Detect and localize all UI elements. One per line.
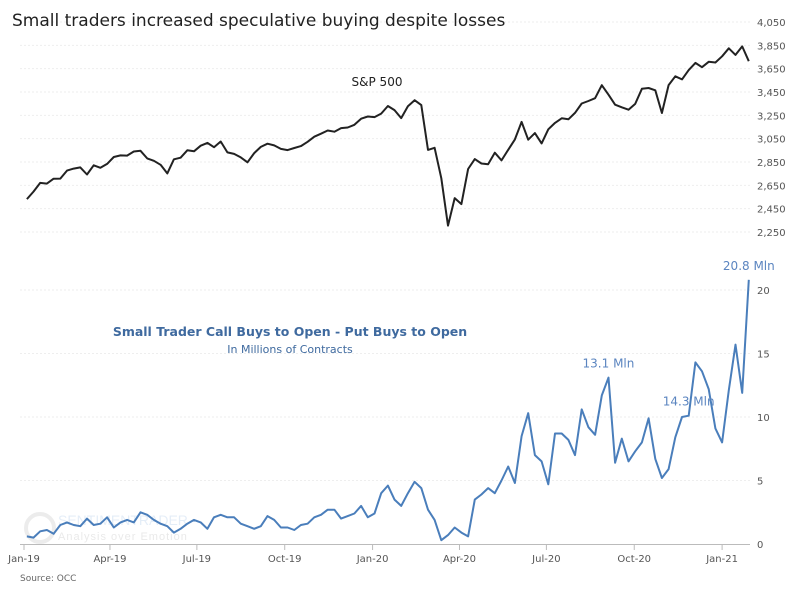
- y-tick-label: 5: [757, 477, 763, 488]
- watermark-logo: SENTIMENTRADER Analysis over Emotion: [24, 512, 188, 544]
- watermark-brand: SENTIMENTRADER: [58, 512, 188, 528]
- source-note: Source: OCC: [20, 574, 76, 584]
- y-tick-label: 3,650: [757, 65, 786, 76]
- y-tick-label: 0: [757, 540, 763, 551]
- peak-annotation: 13.1 Mln: [583, 357, 635, 371]
- x-tick-label: Apr-20: [443, 554, 476, 565]
- y-tick-label: 3,850: [757, 41, 786, 52]
- y-tick-label: 3,250: [757, 111, 786, 122]
- y-tick-label: 20: [757, 286, 770, 297]
- x-tick-label: Jan-21: [705, 554, 738, 565]
- sp500-label: S&P 500: [352, 75, 403, 89]
- x-tick-label: Jul-20: [531, 554, 560, 565]
- y-tick-label: 15: [757, 350, 770, 361]
- y-tick-label: 3,450: [757, 88, 786, 99]
- watermark-tagline: Analysis over Emotion: [58, 531, 188, 543]
- y-tick-label: 2,450: [757, 205, 786, 216]
- x-tick-label: Oct-20: [617, 554, 651, 565]
- y-tick-label: 3,050: [757, 135, 786, 146]
- y-tick-label: 10: [757, 413, 770, 424]
- lower-chart-subtitle: In Millions of Contracts: [227, 343, 353, 356]
- chart-title: Small traders increased speculative buyi…: [12, 11, 505, 31]
- x-tick-label: Jan-20: [356, 554, 389, 565]
- logo-icon: [24, 512, 56, 544]
- y-tick-label: 2,650: [757, 181, 786, 192]
- lower-chart-title: Small Trader Call Buys to Open - Put Buy…: [113, 324, 467, 339]
- sp500-line: [26, 45, 750, 227]
- x-tick-label: Oct-19: [268, 554, 302, 565]
- y-tick-label: 4,050: [757, 18, 786, 29]
- peak-annotation: 14.3 Mln: [663, 395, 715, 409]
- peak-annotation: 20.8 Mln: [723, 259, 775, 273]
- x-tick-label: Jan-19: [7, 554, 40, 565]
- call-put-spread-line: [26, 279, 750, 542]
- x-tick-label: Jul-19: [182, 554, 211, 565]
- y-tick-label: 2,250: [757, 228, 786, 239]
- x-tick-label: Apr-19: [93, 554, 126, 565]
- y-tick-label: 2,850: [757, 158, 786, 169]
